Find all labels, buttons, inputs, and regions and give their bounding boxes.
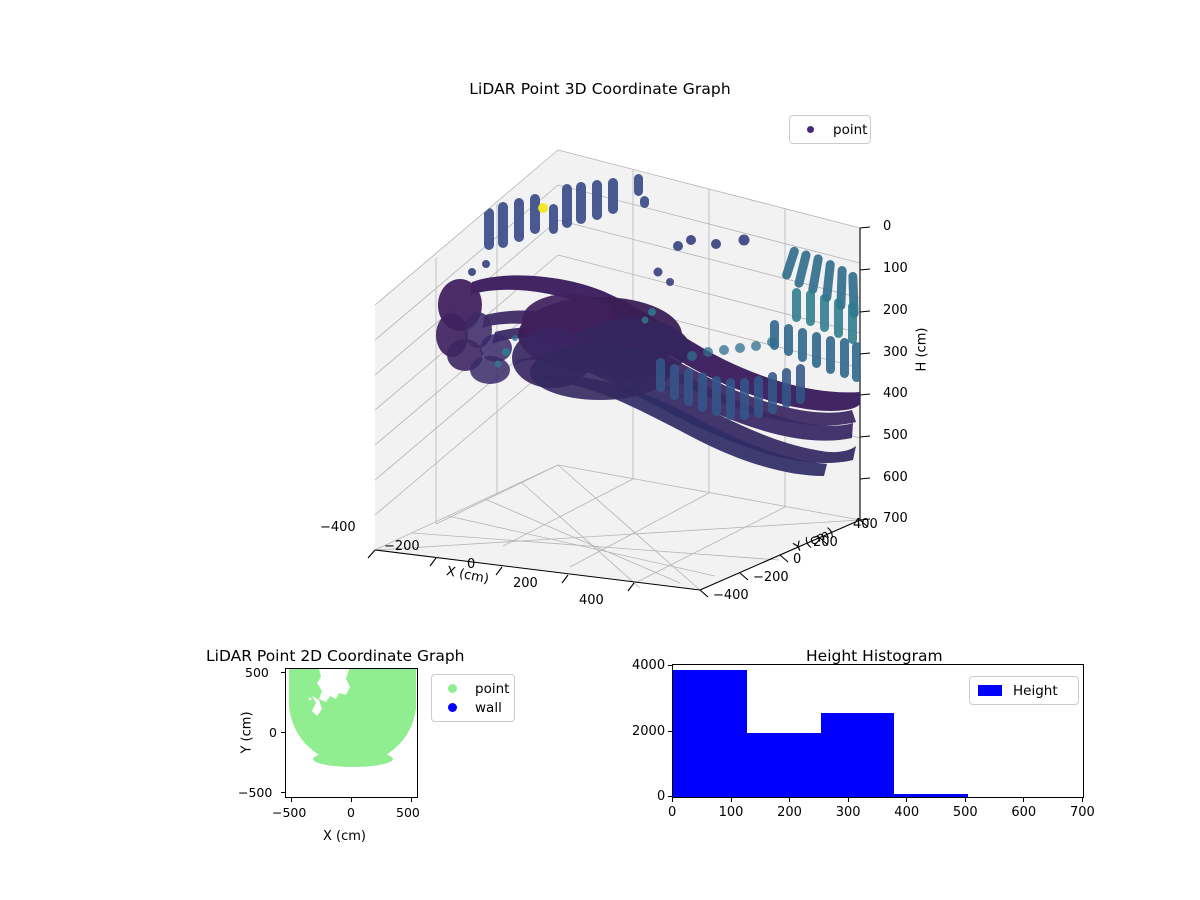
legend-label-wall-2d: wall (475, 699, 502, 716)
plot2d-frame (285, 668, 418, 798)
plot2d-ytick-mark-500 (281, 672, 285, 674)
hist-xtick-mark-0 (672, 798, 674, 802)
hist-xtick-5: 500 (952, 805, 978, 820)
plot3d-ztick-2: 200 (883, 303, 908, 318)
histogram-bar[interactable] (746, 732, 821, 797)
histogram-bar[interactable] (894, 794, 969, 797)
height-swatch-icon (977, 685, 1003, 696)
hist-xtick-mark-100 (730, 798, 732, 802)
legend-label-height: Height (1013, 682, 1058, 699)
plot3d-xtick-3: 200 (513, 576, 538, 591)
hist-xtick-2: 200 (777, 805, 802, 820)
point-marker-icon (797, 126, 823, 133)
hist-ytick-1: 2000 (632, 724, 666, 739)
plot3d-ztick-1: 100 (883, 261, 908, 276)
legend-label-point-2d: point (475, 680, 510, 697)
plot3d-ztick-7: 700 (883, 511, 908, 526)
plot2d-canvas (286, 669, 417, 797)
hist-ytick-2: 4000 (632, 658, 666, 673)
hist-ytick-mark-4000 (668, 665, 672, 667)
histogram-legend[interactable]: Height (969, 676, 1079, 705)
histogram-bar[interactable] (673, 670, 747, 797)
plot2d-axes[interactable]: 500 0 −500 −500 0 500 Y (cm) X (cm) (238, 665, 420, 844)
hist-xtick-7: 700 (1070, 805, 1095, 820)
plot3d-xtick-1: −200 (384, 539, 420, 554)
plot3d-ztick-4: 400 (883, 386, 908, 401)
plot2d-ytick-2: 500 (245, 665, 269, 680)
plot3d-ztick-5: 500 (883, 428, 908, 443)
hist-xtick-mark-700 (1082, 798, 1084, 802)
plot2d-ytick-mark-0 (281, 732, 285, 734)
plot2d-xtick-1: 0 (347, 805, 355, 820)
hist-xtick-4: 400 (894, 805, 920, 820)
plot2d-xtick-0: −500 (272, 805, 307, 820)
plot2d-xtick-mark-500 (411, 798, 413, 802)
plot3d-zaxis-label: H (cm) (914, 327, 930, 372)
hist-ytick-mark-2000 (668, 731, 672, 733)
plot2d-xaxis-label: X (cm) (323, 829, 366, 844)
legend-item-wall-2d[interactable]: wall (439, 698, 507, 717)
legend-item-point[interactable]: point (797, 120, 867, 139)
hist-xtick-mark-400 (906, 798, 908, 802)
hist-xtick-mark-300 (847, 798, 849, 802)
hist-ytick-mark-0 (668, 796, 672, 798)
legend-label-point: point (833, 121, 868, 138)
plot2d-xtick-mark-0 (351, 798, 353, 802)
legend-item-height[interactable]: Height (977, 681, 1071, 700)
plot3d-ytick-0: −400 (713, 588, 749, 603)
plot2d-xtick-2: 500 (396, 805, 420, 820)
plot3d-title: LiDAR Point 3D Coordinate Graph (469, 80, 731, 98)
histogram-title: Height Histogram (806, 647, 943, 665)
hist-xtick-6: 600 (1011, 805, 1037, 820)
plot3d-ztick-3: 300 (883, 345, 908, 360)
plot2d-ytick-mark-n500 (281, 792, 285, 794)
notch-region (317, 669, 350, 702)
hist-xtick-3: 300 (835, 805, 861, 820)
outlier-point (538, 203, 548, 213)
plot2d-ytick-0: −500 (238, 785, 273, 800)
plot3d-xtick-0: −400 (320, 520, 356, 535)
plot3d-ytick-1: −200 (753, 570, 789, 585)
histogram-bar[interactable] (820, 712, 895, 797)
point-cloud-3d (436, 174, 860, 476)
plot3d-ztick-0: 0 (883, 219, 892, 234)
plot3d-ytick-2: 0 (793, 552, 802, 567)
plot3d-xtick-2: 0 (467, 557, 476, 572)
plot3d-legend[interactable]: point (789, 115, 871, 144)
plot3d-canvas (367, 149, 871, 598)
hist-xtick-1: 100 (718, 805, 744, 820)
hist-ytick-0: 0 (657, 789, 666, 804)
plot2d-legend[interactable]: point wall (431, 674, 515, 722)
plot3d-ytick-3: 200 (813, 535, 838, 550)
hist-xtick-mark-600 (1023, 798, 1025, 802)
plot3d-xtick-4: 400 (579, 593, 604, 608)
plot3d-axes[interactable]: −400 −200 0 200 400 −400 −200 0 200 400 … (300, 120, 940, 630)
hist-xtick-0: 0 (668, 805, 677, 820)
hist-xtick-mark-500 (964, 798, 966, 802)
plot3d-ztick-6: 600 (883, 470, 908, 485)
point-marker-icon (439, 684, 465, 693)
plot2d-xtick-mark-n500 (291, 798, 293, 802)
legend-item-point-2d[interactable]: point (439, 679, 510, 698)
plot2d-yaxis-label: Y (cm) (239, 711, 255, 754)
plot2d-ytick-1: 0 (269, 725, 277, 740)
wall-marker-icon (439, 703, 465, 712)
plot3d-ytick-4: 400 (853, 517, 878, 532)
plot2d-title: LiDAR Point 2D Coordinate Graph (206, 647, 465, 665)
hist-xtick-mark-200 (789, 798, 791, 802)
